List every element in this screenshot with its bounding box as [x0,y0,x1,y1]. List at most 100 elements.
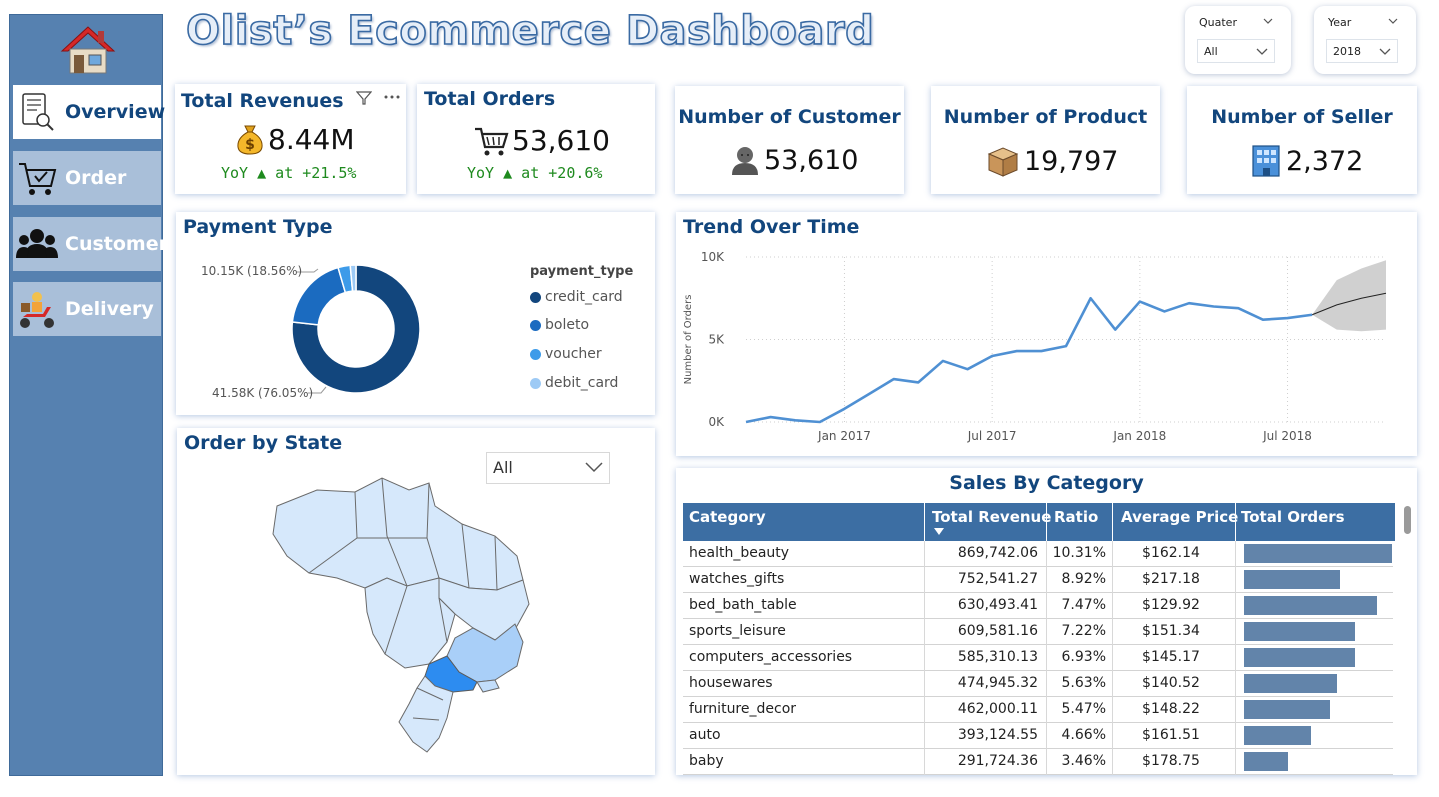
sort-desc-icon[interactable] [934,528,944,535]
forecast-line [1311,292,1387,316]
x-tick-label: Jan 2017 [817,429,871,443]
col-header-category[interactable]: Category [689,508,766,526]
orders-value: 53,610 [512,124,610,157]
chevron-down-icon[interactable] [1388,16,1398,26]
chevron-down-icon [1256,48,1268,55]
sidebar: Overview Order Customer [9,14,168,776]
x-tick-label: Jul 2017 [967,429,1017,443]
table-row[interactable]: furniture_decor 462,000.11 5.47% $148.22 [683,697,1393,723]
cell-category: health_beauty [689,545,790,561]
cell-ratio: 5.47% [1061,701,1106,717]
nav-overview[interactable]: Overview [13,85,165,139]
table-row[interactable]: computers_accessories 585,310.13 6.93% $145… [683,645,1393,671]
quarter-dropdown[interactable]: All [1197,39,1275,63]
brazil-map[interactable] [177,428,655,775]
year-dropdown-value: 2018 [1333,45,1361,58]
home-icon[interactable] [58,21,118,81]
y-tick-label: 10K [701,250,725,264]
nav-order[interactable]: Order [13,151,161,205]
table-header: Category Total Revenue Ratio Average Pri… [683,503,1395,541]
cell-avg-price: $178.75 [1142,753,1200,769]
cell-category: housewares [689,675,773,691]
state-dropdown-value: All [493,458,513,477]
revenue-yoy: YoY ▲ at +21.5% [221,164,357,182]
state-map-card: Order by State All [177,428,655,775]
package-icon [987,147,1019,177]
col-header-total-orders[interactable]: Total Orders [1241,508,1345,526]
cell-revenue: 585,310.13 [957,649,1038,665]
state-dropdown[interactable]: All [486,452,610,484]
revenue-value: 8.44M [268,122,355,156]
orders-series-line[interactable] [745,296,1313,424]
cell-revenue: 869,742.06 [957,545,1038,561]
donut-label-credit-card: 41.58K (76.05%) [212,386,314,400]
cell-avg-price: $162.14 [1142,545,1200,561]
nav-order-label: Order [65,167,127,189]
filter-icon[interactable] [356,90,372,106]
customers-value-wrap: 53,610 [729,144,858,176]
sellers-value-wrap: 2,372 [1249,144,1363,178]
legend-item-voucher[interactable]: voucher [530,346,602,362]
legend-item-debit-card[interactable]: debit_card [530,375,618,391]
col-header-revenue[interactable]: Total Revenue [932,508,1052,526]
customers-card: Number of Customer 53,610 [675,86,904,194]
col-divider [1235,619,1236,645]
table-row[interactable]: bed_bath_table 630,493.41 7.47% $129.92 [683,593,1393,619]
cell-category: auto [689,727,721,743]
shopping-cart-icon [475,127,509,155]
col-header-avg-price[interactable]: Average Price [1121,508,1239,526]
year-dropdown[interactable]: 2018 [1326,39,1398,63]
orders-card: Total Orders 53,610 YoY ▲ at +20.6% [417,84,655,194]
revenue-value-wrap: $ 8.44M [235,122,355,156]
legend-label: boleto [545,317,590,333]
table-scrollbar[interactable] [1404,506,1411,534]
table-row[interactable]: housewares 474,945.32 5.63% $140.52 [683,671,1393,697]
cell-ratio: 4.66% [1061,727,1106,743]
orders-value-wrap: 53,610 [473,124,610,157]
total-orders-bar [1244,622,1355,641]
quarter-slicer[interactable]: Quater All [1185,6,1291,74]
nav-customer[interactable]: Customer [13,217,168,271]
legend-label: debit_card [545,375,619,391]
cell-ratio: 5.63% [1061,675,1106,691]
money-bag-icon: $ [237,125,263,155]
legend-title: payment_type [530,264,634,279]
table-row[interactable]: auto 393,124.55 4.66% $161.51 [683,723,1393,749]
customers-value: 53,610 [764,144,859,176]
chevron-down-icon[interactable] [1263,16,1273,26]
col-divider [924,619,925,645]
donut-slice-credit-card[interactable] [291,264,421,394]
col-divider [1112,541,1113,567]
map-title: Order by State [184,432,343,454]
cell-ratio: 6.93% [1061,649,1106,665]
total-orders-bar [1244,648,1355,667]
trend-card: Trend Over Time 0K 5K 10K Jan 2017 Jul 2017 J… [676,212,1417,456]
y-tick-label: 5K [708,333,725,347]
donut-slice-debit-card[interactable] [349,264,357,292]
col-divider [1235,567,1236,593]
table-row[interactable]: sports_leisure 609,581.16 7.22% $151.34 [683,619,1393,645]
col-divider [1046,749,1047,775]
legend-dot [530,377,541,389]
sales-table-card: Sales By Category Category Total Revenue… [676,468,1417,775]
more-options-icon[interactable] [384,94,400,100]
cell-category: furniture_decor [689,701,797,717]
col-divider [1112,671,1113,697]
cell-revenue: 393,124.55 [957,727,1038,743]
cell-revenue: 609,581.16 [957,623,1038,639]
year-slicer[interactable]: Year 2018 [1314,6,1416,74]
table-row[interactable]: watches_gifts 752,541.27 8.92% $217.18 [683,567,1393,593]
cell-category: baby [689,753,724,769]
col-header-ratio[interactable]: Ratio [1054,508,1099,526]
legend-item-credit-card[interactable]: credit_card [530,289,623,305]
chevron-down-icon [1379,48,1391,55]
total-orders-bar [1244,544,1392,563]
legend-item-boleto[interactable]: boleto [530,317,589,333]
person-icon [732,147,758,175]
sellers-card: Number of Seller 2,372 [1187,86,1417,194]
col-divider [1112,619,1113,645]
nav-delivery[interactable]: Delivery [13,282,161,336]
revenue-card: Total Revenues $ 8.44M YoY ▲ at +21.5% [175,84,406,194]
table-row[interactable]: baby 291,724.36 3.46% $178.75 [683,749,1393,775]
table-row[interactable]: health_beauty 869,742.06 10.31% $162.14 [683,541,1393,567]
